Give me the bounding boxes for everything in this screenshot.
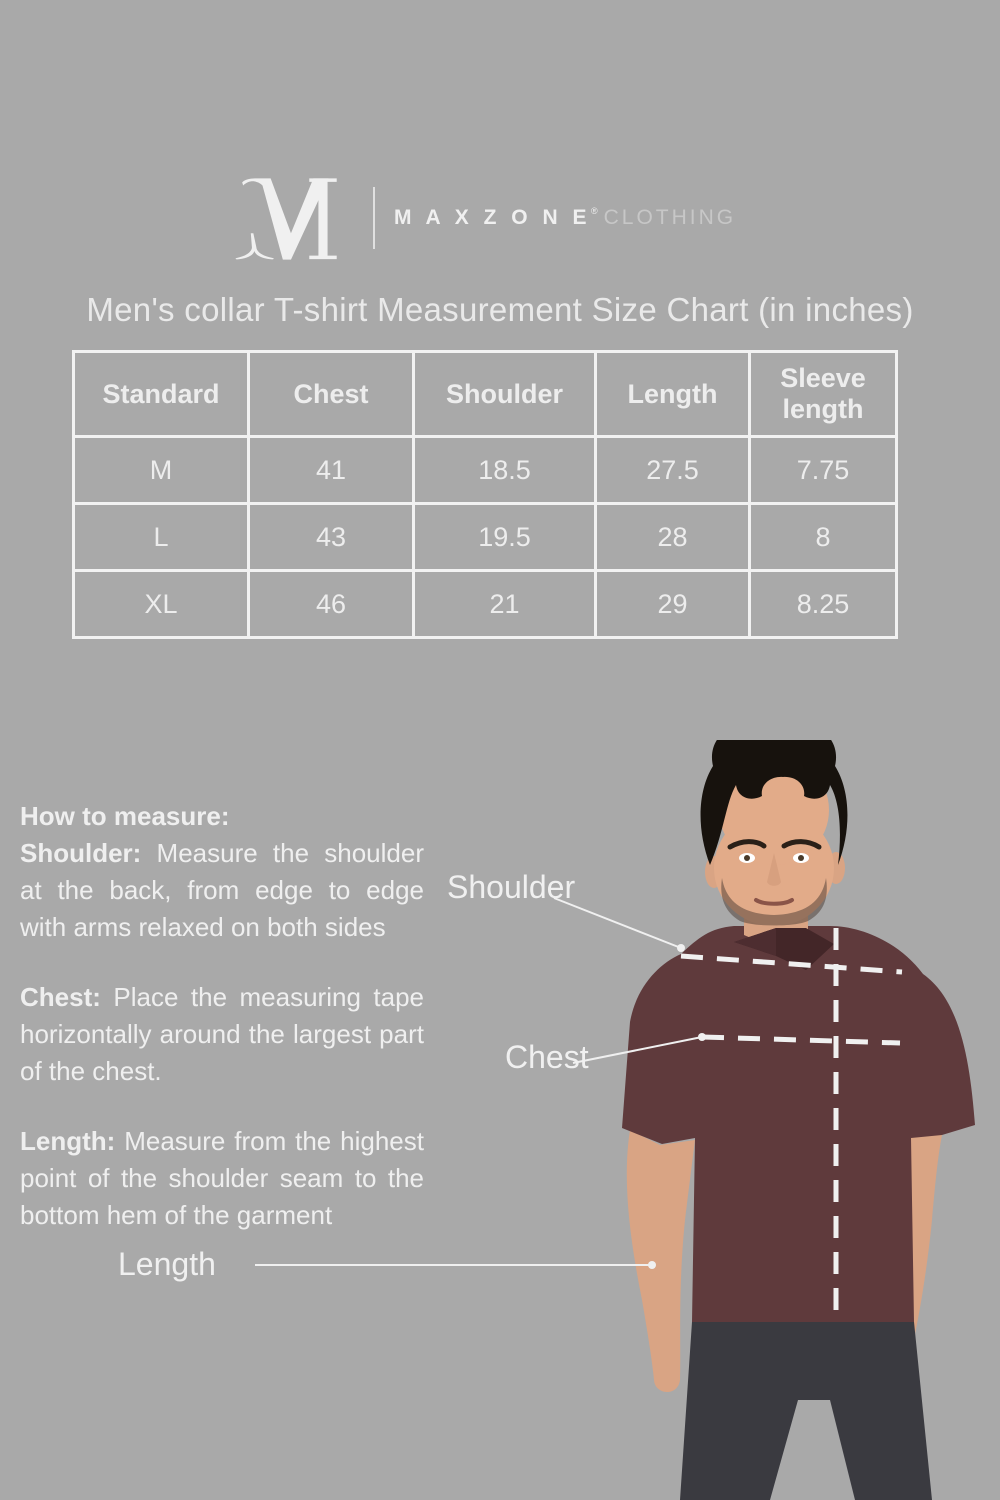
svg-text:Shoulder: Shoulder	[447, 869, 575, 905]
svg-text:Length: Length	[118, 1246, 216, 1282]
svg-text:Chest: Chest	[505, 1039, 589, 1075]
